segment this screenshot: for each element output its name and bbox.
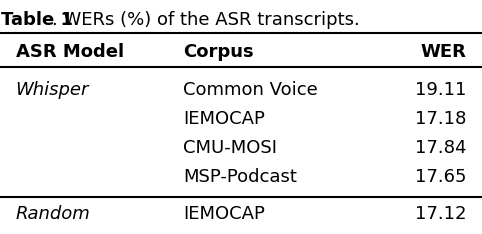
Text: 17.12: 17.12 (415, 205, 466, 223)
Text: Common Voice: Common Voice (184, 81, 318, 99)
Text: 17.84: 17.84 (415, 139, 466, 157)
Text: IEMOCAP: IEMOCAP (184, 110, 266, 128)
Text: 17.18: 17.18 (415, 110, 466, 128)
Text: 19.11: 19.11 (415, 81, 466, 99)
Text: 17.65: 17.65 (415, 168, 466, 186)
Text: CMU-MOSI: CMU-MOSI (184, 139, 278, 157)
Text: MSP-Podcast: MSP-Podcast (184, 168, 297, 186)
Text: WER: WER (420, 43, 466, 61)
Text: Random: Random (16, 205, 91, 223)
Text: Whisper: Whisper (16, 81, 89, 99)
Text: ASR Model: ASR Model (16, 43, 124, 61)
Text: IEMOCAP: IEMOCAP (184, 205, 266, 223)
Text: Corpus: Corpus (184, 43, 254, 61)
Text: Table 1: Table 1 (1, 11, 73, 29)
Text: . WERs (%) of the ASR transcripts.: . WERs (%) of the ASR transcripts. (52, 11, 360, 29)
